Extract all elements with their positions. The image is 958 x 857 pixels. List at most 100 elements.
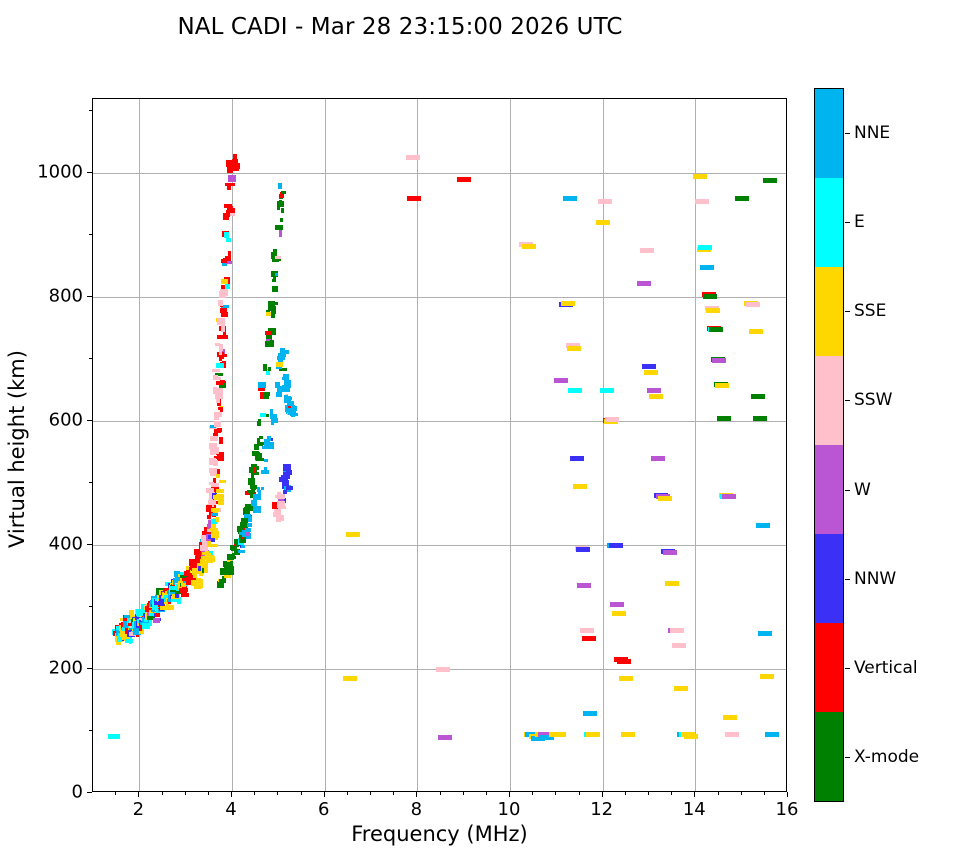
data-point [220,278,228,284]
x-tick-label: 6 [317,799,330,820]
data-point [278,182,283,189]
colorbar[interactable] [814,88,844,802]
data-point [212,500,220,504]
data-point [140,621,148,625]
data-point [228,166,235,170]
x-tick [323,792,325,797]
colorbar-segment-e[interactable] [815,178,843,267]
data-point [195,571,204,575]
gridline-vertical [324,99,326,791]
data-point [276,200,284,207]
data-point [180,580,186,587]
data-point [570,455,585,461]
colorbar-segment-nne[interactable] [815,89,843,178]
colorbar-tick [845,221,850,223]
data-point [218,349,222,355]
data-point [262,391,270,396]
data-point [217,407,223,411]
y-tick [87,792,92,793]
data-point [577,582,592,588]
data-point [697,245,712,251]
data-point [282,469,286,477]
data-point [276,510,280,516]
y-tick [87,296,92,298]
x-tick-minor [648,792,649,795]
data-point [213,478,216,486]
data-point [637,281,652,287]
colorbar-label-e: E [854,211,865,232]
data-point [280,208,284,214]
colorbar-tick [845,400,850,402]
data-point [268,300,276,306]
data-point [258,436,263,439]
data-point [248,477,256,485]
data-point [709,327,724,332]
data-point [214,414,219,420]
colorbar-segment-w[interactable] [815,445,843,534]
data-point [283,465,289,469]
data-point [270,408,274,414]
data-point [219,291,226,298]
data-point [107,733,120,739]
x-tick-label: 16 [775,799,799,820]
data-point [221,263,227,267]
data-point [219,405,223,409]
data-point [753,415,768,421]
colorbar-segment-vertical[interactable] [815,623,843,712]
colorbar-tick [845,757,850,759]
data-point [232,555,236,559]
x-tick-minor [346,792,348,795]
data-point [174,571,180,578]
y-tick-minor [89,358,92,360]
data-point [262,363,267,371]
data-point [210,424,217,428]
data-point [215,474,220,479]
data-point [168,605,174,611]
data-point [214,421,222,428]
data-point [212,376,221,380]
colorbar-segment-nnw[interactable] [815,534,843,623]
data-point [406,195,421,201]
colorbar-tick [845,311,850,313]
data-point [276,355,285,360]
data-point [267,327,276,335]
data-point [254,453,259,460]
data-point [173,578,180,585]
colorbar-segment-sse[interactable] [815,267,843,356]
data-point [665,581,680,587]
data-point [258,419,262,423]
data-point [693,174,707,179]
data-point [230,544,238,550]
gridline-horizontal [93,545,786,547]
data-point [219,334,228,339]
colorbar-segment-x-mode[interactable] [815,712,843,801]
data-point [145,605,154,612]
x-tick-label: 4 [225,799,237,820]
x-tick [416,792,418,797]
data-point [185,565,191,573]
data-point [230,166,239,172]
data-point [277,515,284,522]
data-point [215,451,224,455]
data-point [224,182,231,186]
data-point [201,539,209,546]
data-point [265,312,272,317]
data-point [725,731,740,737]
data-point [221,304,230,308]
data-point [757,630,772,636]
data-point [572,483,587,489]
data-point [137,609,145,616]
data-point [268,367,271,372]
x-tick [231,792,232,797]
colorbar-segment-ssw[interactable] [815,356,843,445]
data-point [226,160,235,168]
data-point [216,397,221,403]
data-point [203,531,211,536]
data-point [284,398,288,403]
data-point [189,562,195,567]
data-point [129,610,135,616]
data-point [219,344,224,352]
data-point [264,467,268,474]
plot-area[interactable] [92,98,787,792]
data-point [200,558,206,565]
